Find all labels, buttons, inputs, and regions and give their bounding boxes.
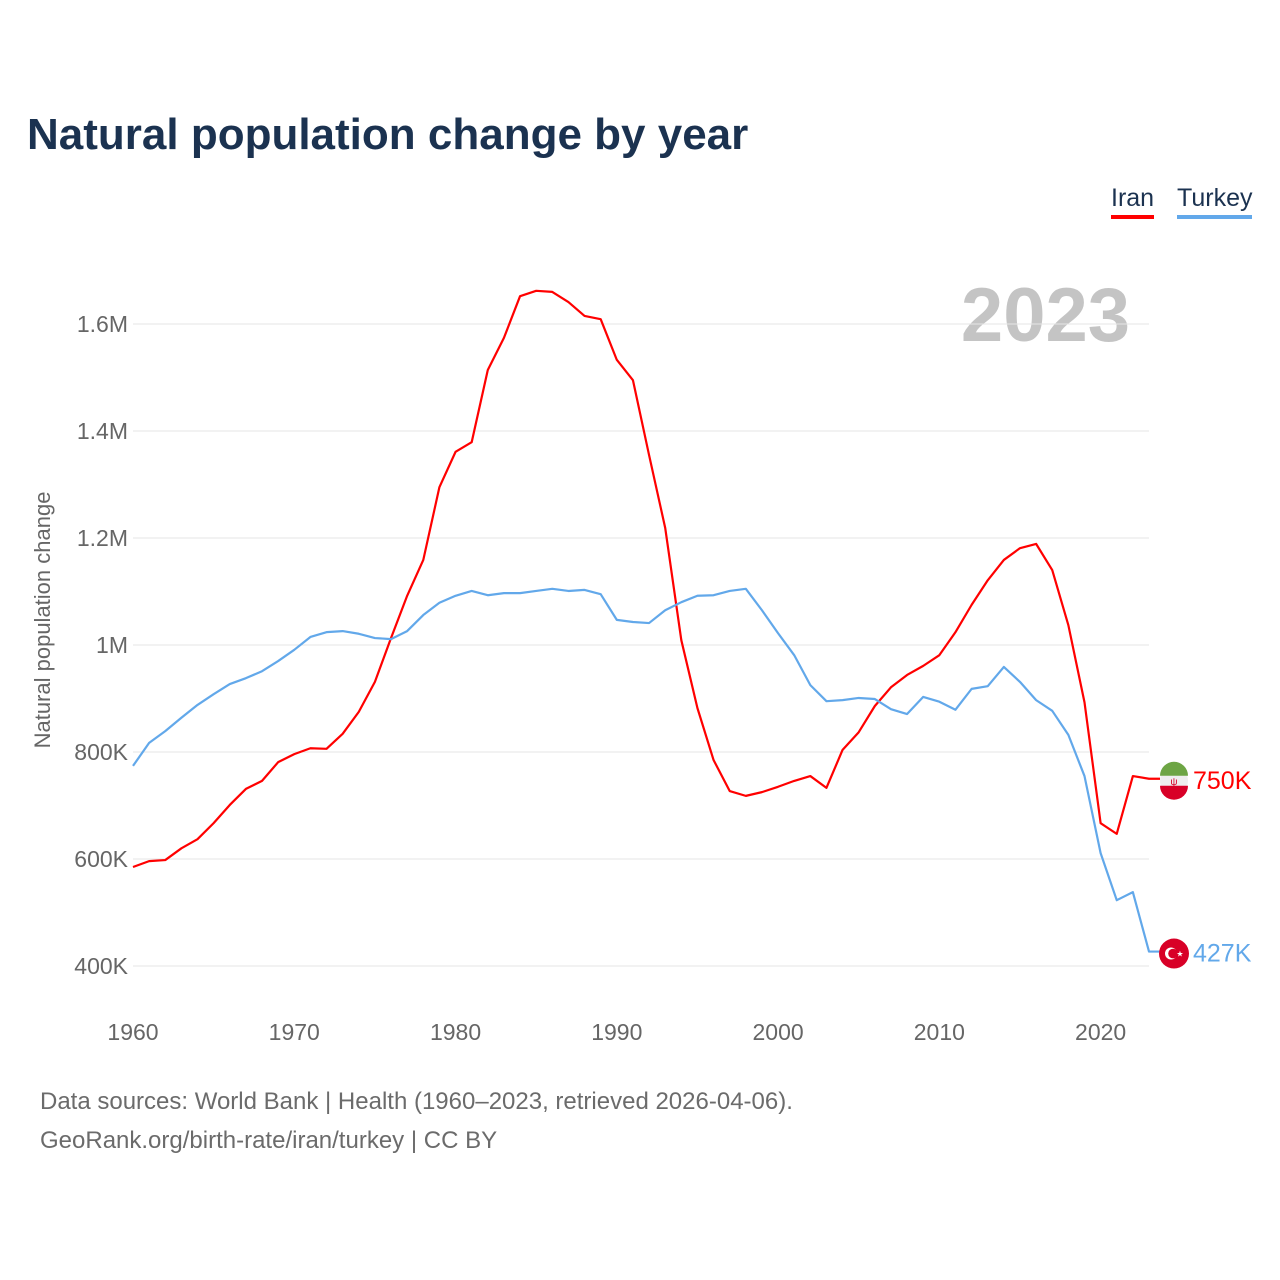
y-tick-label: 1.2M [77,525,128,551]
iran-flag-red [1160,785,1188,800]
iran-flag-emblem: ψ [1170,777,1177,788]
x-tick-label: 2010 [914,1019,965,1045]
end-label-turkey: 427K [1193,940,1252,968]
y-tick-label: 600K [74,846,128,872]
x-tick-label: 2020 [1075,1019,1126,1045]
y-tick-label: 1.4M [77,418,128,444]
y-tick-label: 800K [74,739,128,765]
y-tick-label: 1.6M [77,311,128,337]
year-label: 2023 [960,273,1130,358]
x-tick-label: 1980 [430,1019,481,1045]
series-line-turkey [132,587,1160,953]
series-line-iran [132,289,1160,869]
x-tick-label: 1990 [591,1019,642,1045]
source-line-2[interactable]: GeoRank.org/birth-rate/iran/turkey | CC … [40,1127,498,1154]
y-axis-label: Natural population change [30,492,55,749]
x-tick-label: 1970 [269,1019,320,1045]
turkey-flag-star: ★ [1176,950,1183,959]
legend-item-iran[interactable]: Iran [1111,184,1155,219]
source-line-1: Data sources: World Bank | Health (1960–… [40,1088,793,1115]
y-tick-label: 400K [74,953,128,979]
legend-item-turkey[interactable]: Turkey [1177,184,1253,219]
y-tick-label: 1M [96,632,128,658]
x-tick-label: 2000 [752,1019,803,1045]
x-tick-label: 1960 [107,1019,158,1045]
page-title: Natural population change by year [27,110,749,159]
turkey-flag-crescent-cut [1168,948,1178,959]
end-label-iran: 750K [1193,767,1252,795]
iran-flag-green [1160,761,1188,776]
